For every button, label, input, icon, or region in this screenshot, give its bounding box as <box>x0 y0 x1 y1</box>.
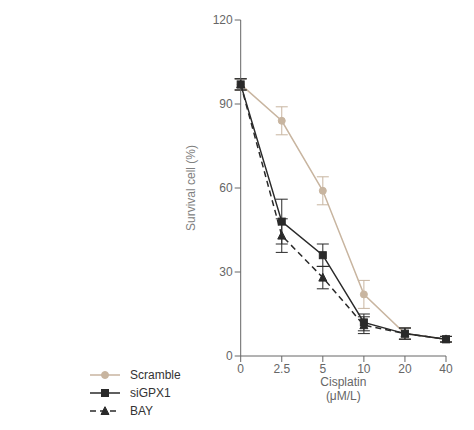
html-text:siGPX1: siGPX1 <box>130 386 171 400</box>
svg-text:0: 0 <box>237 362 244 376</box>
svg-text:20: 20 <box>398 362 412 376</box>
svg-text:120: 120 <box>213 13 233 27</box>
html-text:BAY: BAY <box>130 404 154 418</box>
svg-text:10: 10 <box>357 362 371 376</box>
html-text:Scramble: Scramble <box>130 368 181 382</box>
svg-text:60: 60 <box>219 181 233 195</box>
svg-text:Survival cell (%): Survival cell (%) <box>184 145 198 231</box>
svg-text:30: 30 <box>219 265 233 279</box>
svg-text:2.5: 2.5 <box>273 362 290 376</box>
svg-text:40: 40 <box>439 362 453 376</box>
svg-text:90: 90 <box>219 97 233 111</box>
svg-text:5: 5 <box>319 362 326 376</box>
svg-text:0: 0 <box>226 349 233 363</box>
svg-text:Cisplatin(μM/L): Cisplatin(μM/L) <box>320 375 366 403</box>
